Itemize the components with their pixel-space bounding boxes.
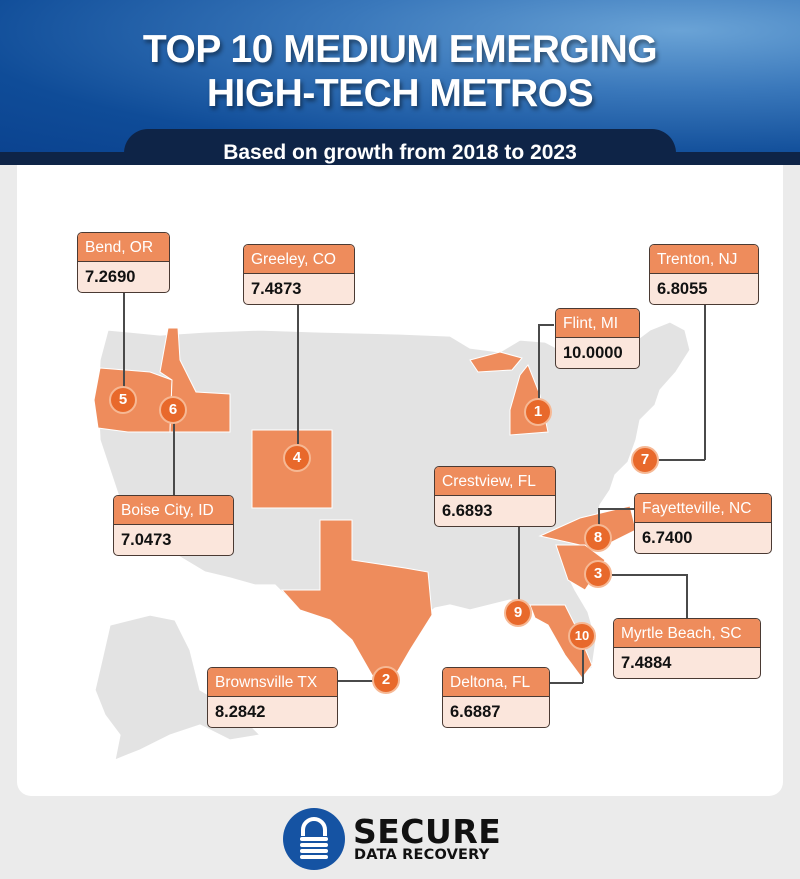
padlock-icon bbox=[300, 817, 328, 859]
connector-1a bbox=[538, 324, 554, 326]
connector-7a bbox=[704, 302, 706, 460]
metro-name: Greeley, CO bbox=[244, 245, 354, 274]
connector-4 bbox=[297, 302, 299, 444]
callout-flint: Flint, MI 10.0000 bbox=[555, 308, 640, 369]
rank-badge-9: 9 bbox=[504, 599, 532, 627]
rank-badge-10: 10 bbox=[568, 622, 596, 650]
connector-6 bbox=[173, 422, 175, 496]
page-title: TOP 10 MEDIUM EMERGING HIGH-TECH METROS bbox=[0, 28, 800, 116]
connector-1b bbox=[538, 324, 540, 400]
metro-score: 6.6887 bbox=[450, 703, 501, 721]
metro-score: 6.8055 bbox=[657, 280, 708, 298]
metro-score: 6.6893 bbox=[442, 502, 493, 520]
logo-tagline: DATA RECOVERY bbox=[354, 847, 490, 863]
connector-2 bbox=[337, 680, 375, 682]
title-line-1: TOP 10 MEDIUM EMERGING bbox=[142, 28, 658, 71]
connector-3a bbox=[612, 574, 687, 576]
rank-badge-3: 3 bbox=[584, 560, 612, 588]
connector-3b bbox=[686, 574, 688, 618]
metro-score: 7.0473 bbox=[121, 531, 172, 549]
rank-badge-1: 1 bbox=[524, 398, 552, 426]
rank-badge-8: 8 bbox=[584, 524, 612, 552]
secure-data-recovery-logo: SECURE DATA RECOVERY bbox=[283, 808, 523, 870]
metro-score: 7.4873 bbox=[251, 280, 302, 298]
rank-badge-5: 5 bbox=[109, 386, 137, 414]
callout-trenton: Trenton, NJ 6.8055 bbox=[649, 244, 759, 305]
metro-name: Brownsville TX bbox=[208, 668, 337, 697]
callout-boise: Boise City, ID 7.0473 bbox=[113, 495, 234, 556]
metro-name: Deltona, FL bbox=[443, 668, 549, 697]
rank-badge-4: 4 bbox=[283, 444, 311, 472]
connector-8b bbox=[598, 508, 600, 526]
callout-greeley: Greeley, CO 7.4873 bbox=[243, 244, 355, 305]
metro-score: 7.2690 bbox=[85, 268, 136, 286]
metro-name: Flint, MI bbox=[556, 309, 639, 338]
connector-9 bbox=[518, 524, 520, 600]
connector-10a bbox=[582, 650, 584, 683]
rank-badge-7: 7 bbox=[631, 446, 659, 474]
callout-brownsville: Brownsville TX 8.2842 bbox=[207, 667, 338, 728]
callout-deltona: Deltona, FL 6.6887 bbox=[442, 667, 550, 728]
metro-score: 7.4884 bbox=[621, 654, 672, 672]
connector-5 bbox=[123, 290, 125, 390]
callout-myrtle-beach: Myrtle Beach, SC 7.4884 bbox=[613, 618, 761, 679]
callout-bend: Bend, OR 7.2690 bbox=[77, 232, 170, 293]
metro-name: Fayetteville, NC bbox=[635, 494, 771, 523]
callout-crestview: Crestview, FL 6.6893 bbox=[434, 466, 556, 527]
metro-name: Boise City, ID bbox=[114, 496, 233, 525]
metro-name: Trenton, NJ bbox=[650, 245, 758, 274]
callout-fayetteville: Fayetteville, NC 6.7400 bbox=[634, 493, 772, 554]
header-banner bbox=[0, 0, 800, 152]
logo-wordmark: SECURE bbox=[353, 812, 502, 851]
rank-badge-6: 6 bbox=[159, 396, 187, 424]
logo-circle bbox=[283, 808, 345, 870]
connector-8a bbox=[598, 508, 634, 510]
metro-score: 10.0000 bbox=[563, 344, 623, 362]
rank-badge-2: 2 bbox=[372, 666, 400, 694]
title-line-2: HIGH-TECH METROS bbox=[206, 72, 594, 115]
metro-score: 8.2842 bbox=[215, 703, 266, 721]
metro-name: Myrtle Beach, SC bbox=[614, 619, 760, 648]
metro-name: Bend, OR bbox=[78, 233, 169, 262]
metro-name: Crestview, FL bbox=[435, 467, 555, 496]
connector-7b bbox=[658, 459, 705, 461]
metro-score: 6.7400 bbox=[642, 529, 693, 547]
connector-10b bbox=[549, 682, 583, 684]
